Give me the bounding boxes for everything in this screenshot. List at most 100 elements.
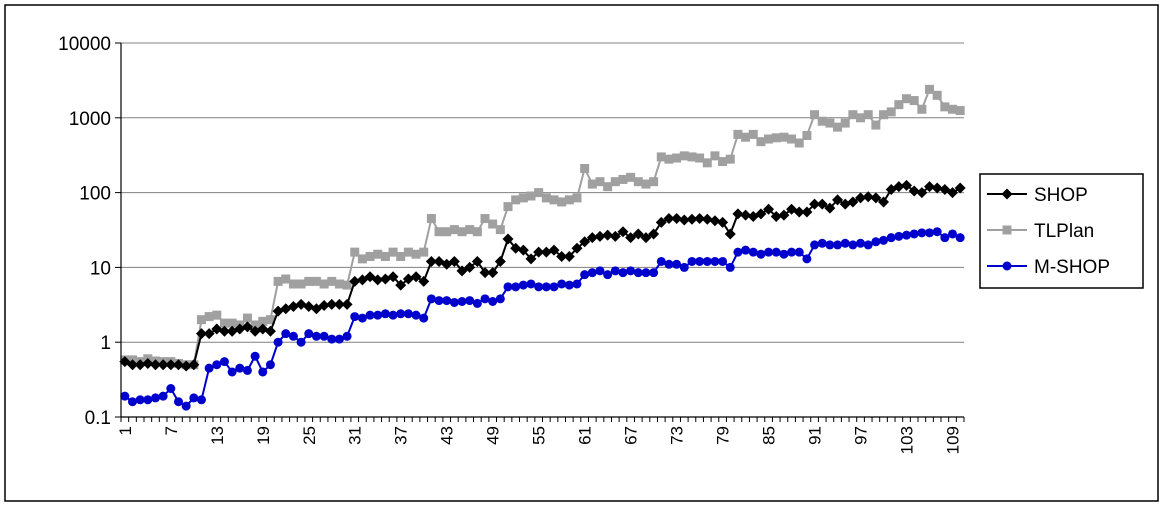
data-point-tlplan <box>764 134 774 144</box>
data-point-tlplan <box>917 104 927 114</box>
data-point-tlplan <box>649 177 659 187</box>
data-point-m-shop <box>787 247 797 257</box>
data-point-m-shop <box>664 259 674 269</box>
data-point-tlplan <box>311 276 321 286</box>
data-point-m-shop <box>687 256 697 266</box>
data-point-tlplan <box>350 247 360 257</box>
data-point-m-shop <box>902 230 912 240</box>
data-point-shop <box>671 213 683 225</box>
data-point-m-shop <box>810 240 820 250</box>
data-point-shop <box>134 359 146 371</box>
data-point-shop <box>648 228 660 240</box>
data-point-tlplan <box>710 151 720 161</box>
data-point-tlplan <box>909 96 919 106</box>
data-point-tlplan <box>741 132 751 142</box>
data-point-tlplan <box>281 274 291 284</box>
data-point-shop <box>533 246 545 258</box>
data-point-tlplan <box>879 110 889 120</box>
x-tick-label: 85 <box>760 426 779 445</box>
data-point-tlplan <box>373 249 383 259</box>
x-tick-label: 37 <box>392 426 411 445</box>
data-point-m-shop <box>304 329 314 339</box>
x-tick-label: 7 <box>162 426 181 435</box>
data-point-tlplan <box>825 118 835 128</box>
data-point-m-shop <box>894 231 904 241</box>
x-tick-label: 1 <box>116 426 135 435</box>
y-tick-label: 10000 <box>58 34 111 55</box>
data-point-shop <box>126 359 138 371</box>
data-point-shop <box>586 232 598 244</box>
data-point-m-shop <box>442 296 452 306</box>
data-point-tlplan <box>595 177 605 187</box>
legend-item-m-shop: M-SHOP <box>987 257 1110 278</box>
data-point-shop <box>149 359 161 371</box>
data-point-m-shop <box>679 262 689 272</box>
data-point-tlplan <box>526 191 536 201</box>
data-point-m-shop <box>457 297 467 307</box>
legend-item-shop: SHOP <box>987 185 1088 206</box>
data-point-m-shop <box>863 240 873 250</box>
data-point-shop <box>448 255 460 267</box>
data-point-tlplan <box>327 276 337 286</box>
data-point-m-shop <box>549 282 559 292</box>
data-point-m-shop <box>940 233 950 243</box>
data-point-shop <box>494 255 506 267</box>
legend-label: SHOP <box>1034 185 1088 206</box>
data-point-tlplan <box>212 310 222 320</box>
data-point-shop <box>349 275 361 287</box>
data-point-tlplan <box>894 100 904 110</box>
data-point-tlplan <box>419 247 429 257</box>
data-point-m-shop <box>794 247 804 257</box>
data-point-shop <box>287 301 299 313</box>
data-point-shop <box>617 226 629 238</box>
data-point-m-shop <box>288 331 298 341</box>
data-point-tlplan <box>656 152 666 162</box>
data-point-tlplan <box>518 193 528 203</box>
legend-marker-shop <box>1001 188 1013 200</box>
data-point-tlplan <box>771 133 781 143</box>
data-point-tlplan <box>718 157 728 167</box>
data-point-m-shop <box>595 266 605 276</box>
legend-marker-m-shop <box>1002 261 1012 271</box>
data-point-shop <box>816 198 828 210</box>
data-point-shop <box>195 328 207 340</box>
data-point-shop <box>249 325 261 337</box>
data-point-shop <box>893 181 905 193</box>
data-point-shop <box>640 232 652 244</box>
data-point-shop <box>931 182 943 194</box>
data-point-shop <box>563 250 575 262</box>
data-point-m-shop <box>564 280 574 290</box>
data-point-m-shop <box>196 395 206 405</box>
data-point-shop <box>510 242 522 254</box>
x-tick-label: 67 <box>622 426 641 445</box>
data-point-tlplan <box>396 251 406 261</box>
data-point-m-shop <box>848 240 858 250</box>
x-tick-label: 25 <box>300 426 319 445</box>
y-tick-label: 1000 <box>69 109 111 130</box>
data-point-tlplan <box>794 138 804 148</box>
x-tick-label: 61 <box>576 426 595 445</box>
data-point-shop <box>333 298 345 310</box>
data-point-m-shop <box>219 357 229 367</box>
data-point-m-shop <box>357 313 367 323</box>
data-point-m-shop <box>342 331 352 341</box>
data-point-tlplan <box>196 315 206 325</box>
data-point-m-shop <box>541 282 551 292</box>
data-point-m-shop <box>633 268 643 278</box>
data-point-m-shop <box>764 247 774 257</box>
x-tick-label: 97 <box>852 426 871 445</box>
data-point-tlplan <box>304 276 314 286</box>
data-point-m-shop <box>127 397 137 407</box>
data-point-m-shop <box>311 331 321 341</box>
data-point-tlplan <box>756 137 766 147</box>
data-point-shop <box>517 244 529 256</box>
data-point-tlplan <box>480 214 490 224</box>
data-point-m-shop <box>641 268 651 278</box>
data-point-m-shop <box>181 401 191 411</box>
data-point-tlplan <box>810 110 820 120</box>
data-point-shop <box>165 359 177 371</box>
data-point-m-shop <box>871 237 881 247</box>
data-point-tlplan <box>273 276 283 286</box>
x-tick-label: 91 <box>806 426 825 445</box>
data-point-shop <box>318 299 330 311</box>
